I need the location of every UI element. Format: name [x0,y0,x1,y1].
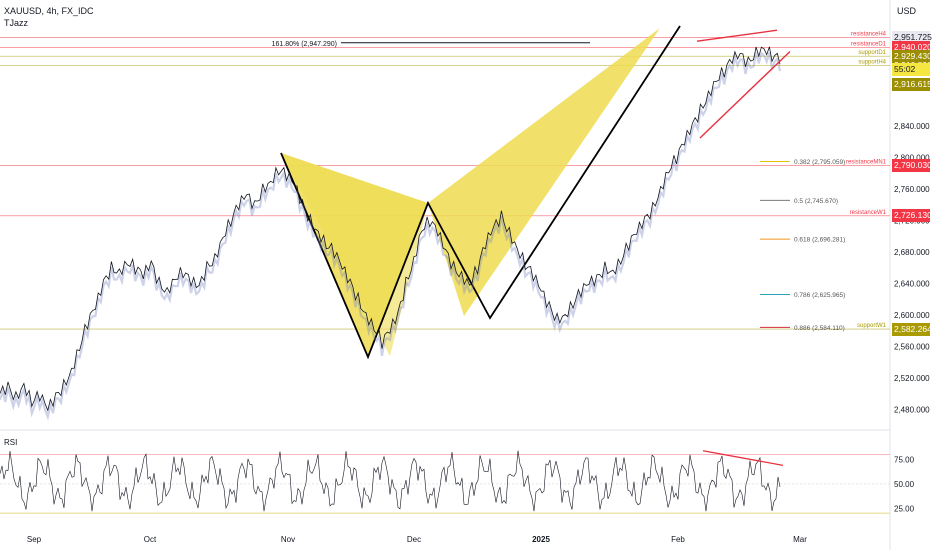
level-label-supportD1: supportD1 [858,50,886,56]
pattern-triangle-3 [428,28,660,316]
price-tick-label: 2,680.000 [894,248,930,257]
price-tick-label: 2,520.000 [894,374,930,383]
price-badge-resistanceH4: 2,951.725 [892,30,932,44]
price-badge-resistanceW1: 2,726.130 [892,209,932,223]
bar-countdown-badge: 55:02 [892,62,930,76]
fib-label-3: 0.618 (2,696.281) [794,237,845,244]
currency-label: USD [897,6,917,16]
price-tick-label: 2,840.000 [894,122,930,131]
last-price-badge: 2,916.615 [892,77,932,91]
time-axis-label: Sep [27,535,42,544]
time-axis-label: Mar [793,535,807,544]
price-tick-label: 2,480.000 [894,405,930,414]
price-tick-label: 2,600.000 [894,311,930,320]
price-line-series [0,46,781,412]
level-label-resistanceMN1: resistanceMN1 [846,159,887,165]
rsi-title: RSI [4,438,17,447]
rsi-tick-label: 75.00 [894,456,915,465]
level-label-supportW1: supportW1 [857,323,887,329]
price-tick-label: 2,760.000 [894,185,930,194]
rsi-tick-label: 50.00 [894,480,915,489]
time-axis-label: 2025 [532,535,550,544]
fib-label-1: 0.382 (2,795.059) [794,159,845,166]
time-axis-label: Nov [281,535,295,544]
level-label-supportH4: supportH4 [858,60,886,66]
fib-ext-label: 161.80% (2,947.290) [272,41,337,48]
rsi-line [0,450,781,512]
price-tick-label: 2,560.000 [894,342,930,351]
price-shadow-band [0,51,782,421]
level-label-resistanceH4: resistanceH4 [851,31,887,37]
price-badge-resistanceMN1: 2,790.030 [892,158,932,172]
chart-symbol-title: XAUUSD, 4h, FX_IDC [4,6,94,16]
trendline-lower [699,50,791,139]
fib-label-5: 0.886 (2,584.110) [794,325,845,332]
trendline-upper [696,29,778,42]
price-tick-label: 2,800.000 [894,154,930,163]
level-label-resistanceW1: resistanceW1 [850,210,887,216]
price-tick-label: 2,640.000 [894,279,930,288]
fib-label-4: 0.786 (2,625.965) [794,292,845,299]
fib-label-2: 0.5 (2,745.670) [794,198,838,205]
level-label-resistanceD1: resistanceD1 [851,42,887,48]
rsi-tick-label: 25.00 [894,504,915,513]
pattern-zigzag [280,25,681,360]
time-axis-label: Dec [407,535,421,544]
price-badge-supportW1: 2,582.264 [892,322,932,336]
time-axis-label: Feb [671,535,685,544]
indicator-name: TJazz [4,18,29,28]
time-axis-label: Oct [144,535,157,544]
pattern-triangle-2 [281,153,428,356]
rsi-divergence-line [702,450,784,466]
